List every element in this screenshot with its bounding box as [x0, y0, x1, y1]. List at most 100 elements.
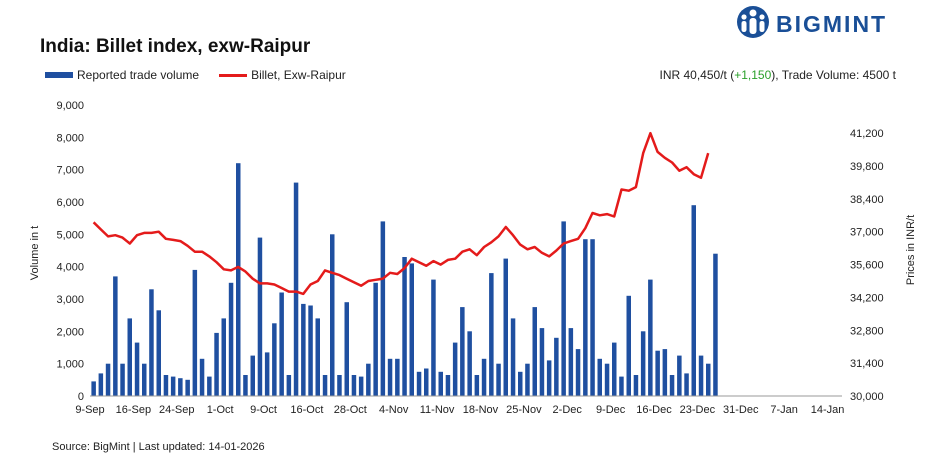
volume-bar [554, 337, 559, 396]
volume-bar [698, 355, 704, 396]
volume-bar [98, 373, 104, 396]
volume-bar [684, 373, 689, 396]
volume-bar [532, 307, 537, 396]
volume-bar [272, 323, 277, 397]
volume-bar [633, 375, 639, 396]
x-tick-label: 25-Nov [506, 404, 542, 416]
volume-bar [142, 363, 147, 396]
summary-change: +1,150 [734, 68, 772, 82]
x-tick-label: 2-Dec [553, 404, 583, 416]
volume-bar [330, 234, 335, 396]
volume-bar [467, 331, 472, 396]
x-tick-label: 18-Nov [463, 404, 499, 416]
volume-bar [358, 376, 364, 396]
volume-bar [568, 328, 574, 396]
volume-bar [380, 221, 386, 396]
volume-bar [489, 273, 494, 396]
volume-bar [286, 375, 292, 396]
legend-swatch-volume [45, 72, 73, 78]
volume-bar [250, 355, 255, 396]
volume-bar [192, 269, 198, 396]
summary-prefix: INR 40,450/t ( [659, 68, 735, 82]
y-axis-label-right: Prices in INR/t [905, 215, 917, 285]
volume-bar [170, 376, 176, 396]
chart-axes: 0 1,000 2,000 3,000 4,000 5,000 6,000 7,000 8,00… [56, 100, 883, 416]
x-tick-label: 16-Oct [290, 404, 323, 416]
price-line [92, 131, 710, 296]
volume-bar [503, 258, 508, 396]
volume-bar [640, 331, 646, 396]
volume-bar [445, 375, 451, 396]
brand-logo: BIGMINT [736, 4, 906, 44]
volume-bar [199, 358, 205, 396]
volume-bars [91, 163, 718, 397]
volume-bar [648, 279, 653, 396]
y-tick-left: 5,000 [56, 229, 84, 241]
y-tick-left: 0 [78, 391, 84, 403]
price-summary: INR 40,450/t (+1,150), Trade Volume: 450… [660, 68, 897, 82]
volume-bar [127, 318, 132, 396]
volume-bar [525, 363, 530, 396]
volume-bar [691, 205, 696, 396]
x-tick-label: 28-Oct [334, 404, 367, 416]
volume-bar [236, 163, 241, 396]
x-tick-label: 9-Dec [596, 404, 626, 416]
volume-bar [308, 305, 313, 396]
volume-bar [706, 363, 711, 396]
volume-bar [431, 279, 436, 396]
volume-bar [387, 358, 393, 396]
volume-bar [134, 342, 140, 396]
volume-bar [185, 379, 190, 396]
x-tick-label: 31-Dec [723, 404, 759, 416]
volume-bar [539, 328, 545, 396]
x-tick-label: 16-Dec [636, 404, 672, 416]
volume-bar [496, 363, 501, 396]
volume-bar [207, 376, 212, 396]
brand-name: BIGMINT [776, 11, 888, 37]
volume-bar [518, 371, 523, 397]
y-tick-left: 1,000 [56, 359, 84, 371]
y-tick-left: 2,000 [56, 326, 84, 338]
chart-legend: Reported trade volume Billet, Exw-Raipur [45, 68, 346, 82]
y-tick-left: 9,000 [56, 100, 84, 112]
volume-bar [416, 371, 422, 397]
volume-bar [452, 342, 458, 396]
volume-bar [351, 375, 357, 396]
volume-bar [120, 363, 125, 396]
legend-swatch-price [219, 73, 248, 77]
legend-label-price: Billet, Exw-Raipur [251, 68, 346, 82]
volume-bar [149, 289, 154, 396]
x-tick-label: 9-Sep [75, 404, 104, 416]
y-tick-left: 8,000 [56, 132, 84, 144]
volume-bar [214, 332, 219, 396]
y-tick-left: 4,000 [56, 262, 84, 274]
x-tick-label: 11-Nov [420, 404, 455, 416]
volume-bar [481, 358, 487, 396]
volume-bar [626, 295, 631, 396]
volume-bar [474, 375, 480, 396]
volume-bar [561, 221, 566, 396]
volume-bar [612, 342, 617, 396]
volume-bar [438, 371, 443, 397]
volume-bar [510, 318, 516, 396]
volume-bar [669, 375, 675, 396]
x-tick-label: 4-Nov [379, 404, 409, 416]
volume-bar [113, 276, 118, 396]
volume-bar [460, 307, 465, 396]
volume-bar [315, 318, 320, 396]
volume-bar [662, 349, 668, 396]
volume-bar [373, 282, 378, 396]
volume-bar [221, 318, 226, 396]
volume-bar [395, 358, 400, 396]
y-tick-left: 3,000 [56, 294, 84, 306]
volume-bar [590, 239, 595, 396]
volume-bar [619, 376, 624, 396]
y-axis-label-left: Volume in t [29, 226, 41, 280]
volume-bar [178, 378, 183, 396]
y-tick-right: 35,600 [850, 260, 884, 272]
volume-bar [293, 182, 299, 396]
x-tick-label: 16-Sep [116, 404, 151, 416]
volume-bar [156, 310, 161, 396]
x-tick-label: 23-Dec [680, 404, 716, 416]
